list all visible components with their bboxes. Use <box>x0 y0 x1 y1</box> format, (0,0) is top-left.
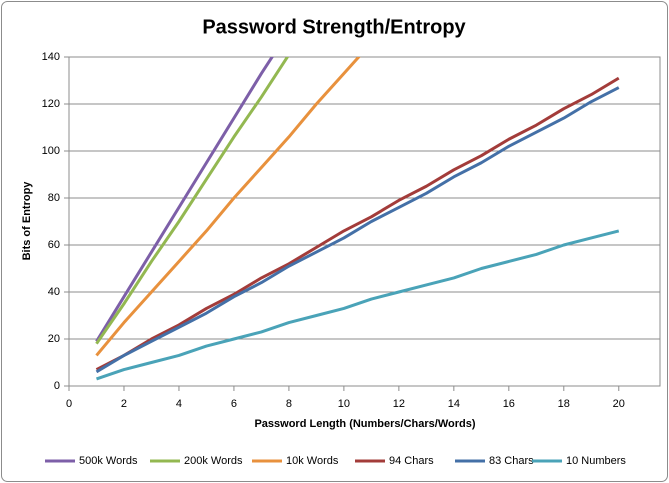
y-tick-label: 40 <box>48 286 60 298</box>
legend-label: 200k Words <box>184 455 243 467</box>
x-tick-label: 8 <box>286 398 292 410</box>
y-tick-label: 140 <box>42 51 60 63</box>
chart-title: Password Strength/Entropy <box>202 16 466 38</box>
y-axis-label: Bits of Entropy <box>21 181 33 261</box>
plot-area <box>95 57 620 381</box>
grid: 0 20 40 60 80 100 120 140 0 2 4 6 8 10 12 14 16 18 20 <box>42 51 661 410</box>
series-line <box>96 229 620 381</box>
series-line <box>95 57 361 357</box>
legend-label: 83 Chars <box>489 455 534 467</box>
y-tick-label: 20 <box>48 333 60 345</box>
series-line <box>95 86 620 374</box>
x-tick-label: 16 <box>503 398 515 410</box>
series-line <box>95 57 290 345</box>
x-tick-label: 10 <box>338 398 350 410</box>
x-tick-label: 0 <box>66 398 72 410</box>
series-line <box>95 57 274 343</box>
x-tick-label: 12 <box>393 398 405 410</box>
y-tick-label: 100 <box>42 145 60 157</box>
x-tick-label: 18 <box>558 398 570 410</box>
legend-label: 94 Chars <box>389 455 434 467</box>
y-tick-label: 80 <box>48 192 60 204</box>
series-line <box>95 76 620 371</box>
legend-label: 10k Words <box>286 455 339 467</box>
legend-label: 10 Numbers <box>566 455 626 467</box>
x-tick-label: 2 <box>121 398 127 410</box>
x-tick-label: 6 <box>231 398 237 410</box>
x-tick-label: 20 <box>613 398 625 410</box>
y-tick-label: 0 <box>54 380 60 392</box>
x-tick-label: 4 <box>176 398 182 410</box>
y-tick-label: 60 <box>48 239 60 251</box>
legend: 500k Words 200k Words 10k Words 94 Chars 83 … <box>45 455 626 467</box>
x-tick-label: 14 <box>448 398 460 410</box>
legend-label: 500k Words <box>79 455 138 467</box>
y-tick-label: 120 <box>42 98 60 110</box>
x-axis-label: Password Length (Numbers/Chars/Words) <box>254 418 475 430</box>
